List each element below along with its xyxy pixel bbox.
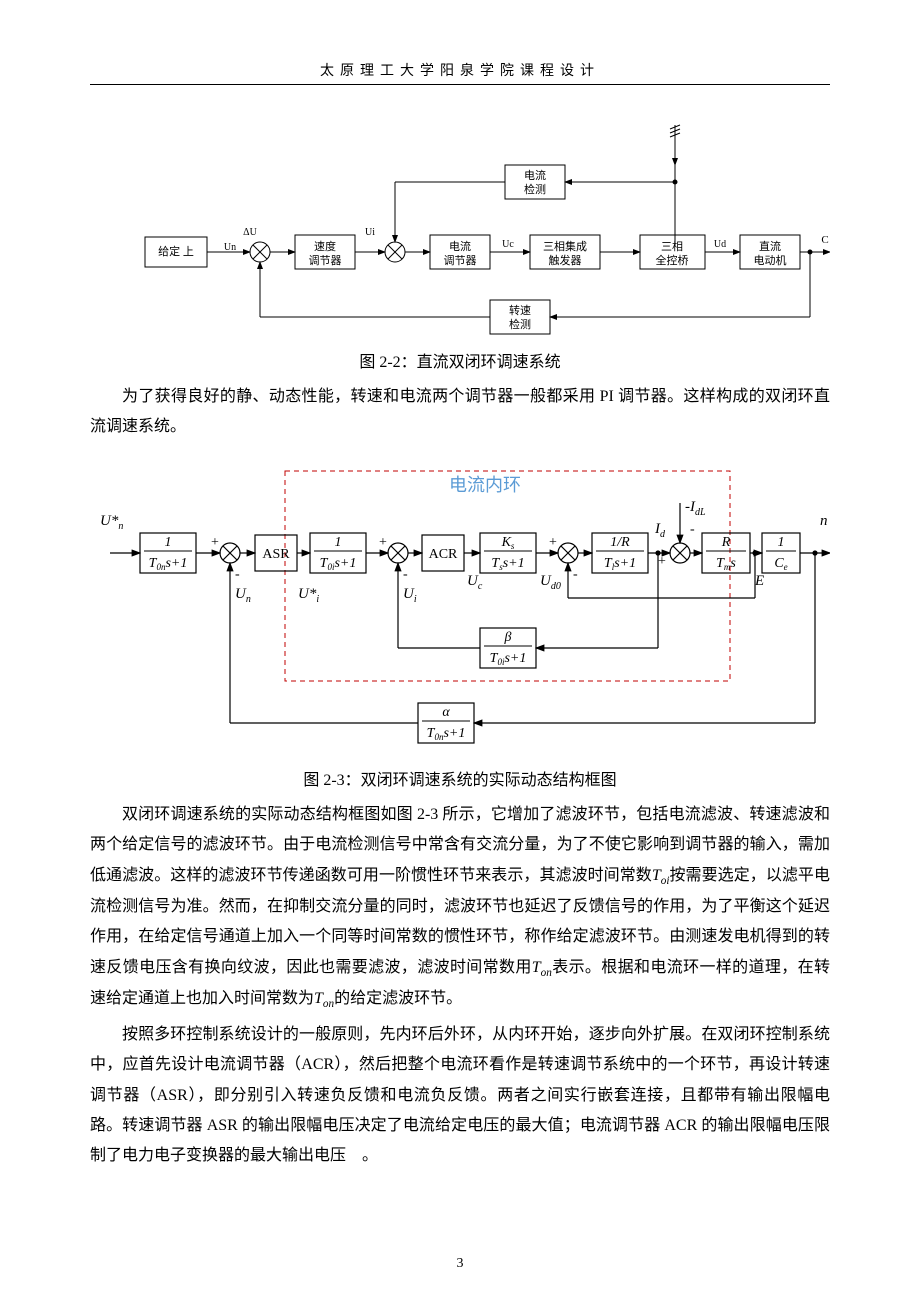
sig-Uistar: U*i bbox=[298, 586, 319, 605]
svg-text:Ce: Ce bbox=[774, 556, 787, 572]
svg-text:Tls+1: Tls+1 bbox=[604, 556, 636, 572]
sig-mIdL: -IdL bbox=[685, 499, 706, 518]
p2v2: T bbox=[532, 959, 541, 976]
fig1-b-br1: 三相 bbox=[661, 240, 683, 253]
svg-text:Tss+1: Tss+1 bbox=[491, 556, 524, 572]
p2d: 的给定滤波环节。 bbox=[334, 990, 462, 1007]
svg-text:T0ns+1: T0ns+1 bbox=[427, 726, 466, 742]
sig-Ui: Ui bbox=[403, 586, 417, 605]
fig1-b-cd2: 检测 bbox=[524, 182, 546, 196]
fig1-s-au: ΔU bbox=[243, 227, 257, 238]
figure-2-2: 给定 上 速度 调节器 电流 调节器 三相集成 触发器 三相 全控桥 直流 电动… bbox=[90, 115, 830, 340]
svg-text:T0ns+1: T0ns+1 bbox=[149, 556, 188, 572]
asr: ASR bbox=[262, 547, 290, 562]
sig-Ud0: Ud0 bbox=[540, 573, 561, 592]
page-footer: 3 bbox=[0, 1256, 920, 1272]
fig1-b-trig2: 触发器 bbox=[549, 253, 582, 267]
fig1-s-ui: Ui bbox=[365, 227, 375, 238]
para-3: 按照多环控制系统设计的一般原则，先内环后外环，从内环开始，逐步向外扩展。在双闭环… bbox=[90, 1020, 830, 1172]
svg-text:+: + bbox=[211, 535, 219, 550]
fig1-s-ud: Ud bbox=[714, 239, 726, 250]
svg-text:+: + bbox=[379, 535, 387, 550]
svg-text:Ks: Ks bbox=[501, 535, 515, 551]
svg-text:T0is+1: T0is+1 bbox=[320, 556, 357, 572]
fig1-b-m1: 直流 bbox=[759, 239, 781, 253]
fig1-s-un: Un bbox=[224, 242, 236, 253]
svg-text:β: β bbox=[504, 630, 512, 645]
svg-text:-: - bbox=[403, 567, 408, 582]
svg-text:α: α bbox=[442, 705, 450, 720]
fig1-b-sd1: 转速 bbox=[509, 303, 531, 317]
p2v1: T bbox=[652, 867, 661, 884]
svg-text:1/R: 1/R bbox=[610, 535, 630, 550]
para-1: 为了获得良好的静、动态性能，转速和电流两个调节器一般都采用 PI 调节器。这样构… bbox=[90, 382, 830, 443]
fig1-b-sreg1: 速度 bbox=[314, 239, 336, 253]
figure-2-3: 电流内环 bbox=[90, 453, 830, 758]
sig-Un: Un bbox=[235, 586, 251, 605]
svg-text:-: - bbox=[690, 522, 695, 537]
fig2-caption: 图 2-3：双闭环调速系统的实际动态结构框图 bbox=[90, 766, 830, 790]
fig1-b-br2: 全控桥 bbox=[656, 253, 689, 267]
svg-text:-: - bbox=[235, 567, 240, 582]
svg-text:-: - bbox=[573, 567, 578, 582]
fig1-b-creg1: 电流 bbox=[449, 239, 471, 253]
b1-num: 1 bbox=[165, 535, 172, 550]
sig-Uc: Uc bbox=[467, 573, 483, 592]
fig1-b-given: 给定 上 bbox=[158, 244, 194, 258]
page: 太原理工大学阳泉学院课程设计 bbox=[0, 0, 920, 1302]
inner-loop-label: 电流内环 bbox=[449, 475, 521, 495]
svg-text:1: 1 bbox=[778, 535, 785, 550]
svg-text:1: 1 bbox=[335, 535, 342, 550]
sig-n: n bbox=[820, 513, 828, 529]
sig-Unstar: U*n bbox=[100, 513, 123, 532]
inner-loop-box bbox=[285, 471, 730, 681]
svg-text:+: + bbox=[658, 554, 666, 569]
p2v3: T bbox=[314, 990, 323, 1007]
fig1-b-trig1: 三相集成 bbox=[543, 239, 587, 253]
para-2: 双闭环调速系统的实际动态结构框图如图 2-3 所示，它增加了滤波环节，包括电流滤… bbox=[90, 800, 830, 1016]
p2v2s: on bbox=[541, 967, 552, 979]
fig1-caption: 图 2-2：直流双闭环调速系统 bbox=[90, 348, 830, 372]
sig-Id: Id bbox=[654, 521, 666, 540]
svg-text:R: R bbox=[721, 535, 731, 550]
svg-text:+: + bbox=[549, 535, 557, 550]
fig1-b-m2: 电动机 bbox=[754, 253, 787, 267]
fig1-b-sd2: 检测 bbox=[509, 317, 531, 331]
fig1-s-uc: Uc bbox=[502, 239, 514, 250]
fig1-b-sreg2: 调节器 bbox=[309, 254, 342, 267]
sig-E: E bbox=[754, 573, 764, 589]
fig2-svg: 电流内环 bbox=[90, 453, 830, 753]
fig1-b-creg2: 调节器 bbox=[444, 254, 477, 267]
svg-text:Tms: Tms bbox=[716, 556, 736, 572]
fig1-b-cd1: 电流 bbox=[524, 168, 546, 182]
header-text: 太原理工大学阳泉学院课程设计 bbox=[320, 64, 600, 79]
svg-text:T0is+1: T0is+1 bbox=[490, 651, 527, 667]
fig1-svg: 给定 上 速度 调节器 电流 调节器 三相集成 触发器 三相 全控桥 直流 电动… bbox=[90, 115, 830, 335]
acr: ACR bbox=[429, 547, 458, 562]
page-number: 3 bbox=[457, 1256, 464, 1271]
fig1-s-c: C bbox=[821, 234, 828, 246]
page-header: 太原理工大学阳泉学院课程设计 bbox=[90, 60, 830, 85]
p2v3s: on bbox=[323, 998, 334, 1010]
